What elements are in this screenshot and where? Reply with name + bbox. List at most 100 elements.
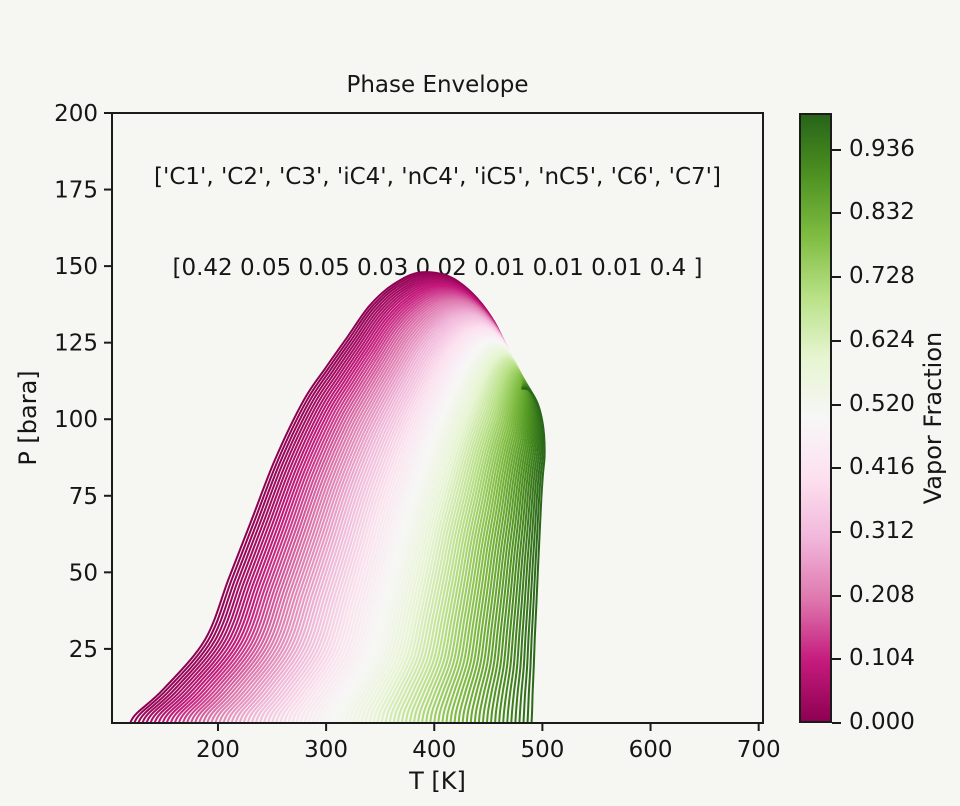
y-tick-label: 150 <box>54 254 98 280</box>
y-axis-label: P [bara] <box>14 370 42 466</box>
isopleth-curve <box>417 365 523 723</box>
colorbar-tick-label: 0.312 <box>849 517 915 544</box>
isopleth-curve <box>307 332 523 723</box>
x-tick-label: 600 <box>629 737 673 763</box>
isopleth-curve <box>129 271 523 723</box>
isopleth-curve <box>413 364 523 723</box>
isopleth-curve <box>392 358 523 723</box>
isopleth-curve <box>380 355 523 723</box>
isopleth-curve <box>242 310 523 723</box>
isopleth-curve <box>137 274 523 723</box>
colorbar-tick-mark <box>832 722 841 724</box>
y-tick-label: 100 <box>54 407 98 433</box>
isopleth-curve <box>259 316 523 723</box>
composition-names-subtitle: ['C1', 'C2', 'C3', 'iC4', 'nC4', 'iC5', … <box>154 163 721 190</box>
colorbar-tick-mark <box>832 403 841 406</box>
isopleth-curve <box>421 366 523 723</box>
x-tick-label: 400 <box>412 737 456 763</box>
colorbar-gradient <box>799 113 832 723</box>
axes-spines <box>111 112 764 724</box>
x-tick-label: 700 <box>737 737 781 763</box>
y-tick-label: 75 <box>69 484 98 510</box>
isopleth-curve <box>425 367 523 723</box>
colorbar-tick-label: 0.936 <box>849 135 915 162</box>
colorbar-tick-mark <box>832 467 841 470</box>
isopleth-curve <box>267 318 523 723</box>
isopleth-curve <box>521 387 546 723</box>
isopleth-curve <box>348 345 523 723</box>
isopleth-curve <box>323 337 523 723</box>
isopleth-curve <box>255 314 523 723</box>
isopleth-curve <box>214 300 523 723</box>
isopleth-curve <box>234 307 523 723</box>
colorbar-tick-mark <box>832 530 841 533</box>
x-tick-label: 200 <box>196 737 240 763</box>
isopleth-curve <box>141 275 523 723</box>
isopleth-curve <box>210 299 523 723</box>
isopleth-curve <box>206 298 523 723</box>
isopleth-curve <box>315 334 523 723</box>
isopleth-curve <box>388 357 523 723</box>
isopleth-curve <box>453 374 524 723</box>
colorbar-tick-mark <box>832 658 841 661</box>
isopleth-curve <box>222 303 523 723</box>
isopleth-curve <box>230 306 523 723</box>
colorbar-tick-label: 0.624 <box>849 326 915 353</box>
isopleth-curve <box>238 309 523 723</box>
isopleth-curve <box>433 370 523 723</box>
isopleth-curve <box>133 272 523 723</box>
isopleth-curve <box>344 343 523 723</box>
x-axis-label: T [K] <box>408 767 466 795</box>
isopleth-curve <box>372 352 523 723</box>
isopleth-curve <box>400 361 523 723</box>
isopleth-curve <box>409 363 523 723</box>
isopleth-curve <box>190 292 523 723</box>
isopleth-curve <box>340 342 523 723</box>
isopleth-curve <box>149 278 523 723</box>
colorbar-tick-label: 0.416 <box>849 454 915 481</box>
isopleth-curve <box>186 291 523 723</box>
y-tick-label: 125 <box>54 331 98 357</box>
colorbar-tick-label: 0.208 <box>849 581 915 608</box>
isopleth-curve <box>263 317 523 723</box>
x-tick-label: 500 <box>520 737 564 763</box>
isopleth-curve <box>194 293 523 723</box>
isopleth-curve <box>165 284 523 723</box>
colorbar-tick-mark <box>832 339 841 342</box>
isopleth-curve <box>246 311 523 723</box>
isopleth-curve <box>376 353 523 723</box>
isopleth-curve <box>332 340 523 723</box>
isopleth-curve <box>457 375 524 723</box>
isopleth-curve <box>283 324 523 723</box>
colorbar-tick-mark <box>832 276 841 279</box>
isopleth-curve <box>174 286 523 723</box>
isopleth-curve <box>449 374 523 723</box>
isopleth-curves <box>129 271 546 723</box>
isopleth-curve <box>161 282 523 723</box>
isopleth-curve <box>287 325 523 723</box>
y-tick-label: 175 <box>54 178 98 204</box>
isopleth-curve <box>145 276 523 723</box>
x-tick-label: 300 <box>304 737 348 763</box>
y-tick-label: 25 <box>69 637 98 663</box>
colorbar-tick-label: 0.000 <box>849 708 915 735</box>
isopleth-curve <box>303 330 523 723</box>
isopleth-curve <box>202 296 523 723</box>
colorbar-tick-label: 0.832 <box>849 199 915 226</box>
isopleth-curve <box>226 305 523 723</box>
colorbar-tick-label: 0.728 <box>849 263 915 290</box>
isopleth-curve <box>356 347 523 723</box>
chart-title: Phase Envelope <box>346 72 529 98</box>
colorbar-tick-mark <box>832 594 841 597</box>
isopleth-curve <box>251 313 523 723</box>
isopleth-curve <box>178 288 523 723</box>
isopleth-curve <box>170 285 523 723</box>
colorbar-tick-mark <box>832 148 841 151</box>
isopleth-curve <box>218 302 523 723</box>
isopleth-curve <box>364 350 523 723</box>
colorbar-tick-label: 0.104 <box>849 645 915 672</box>
isopleth-curve <box>271 320 523 723</box>
isopleth-curve <box>198 295 523 723</box>
isopleth-curve <box>157 281 523 723</box>
